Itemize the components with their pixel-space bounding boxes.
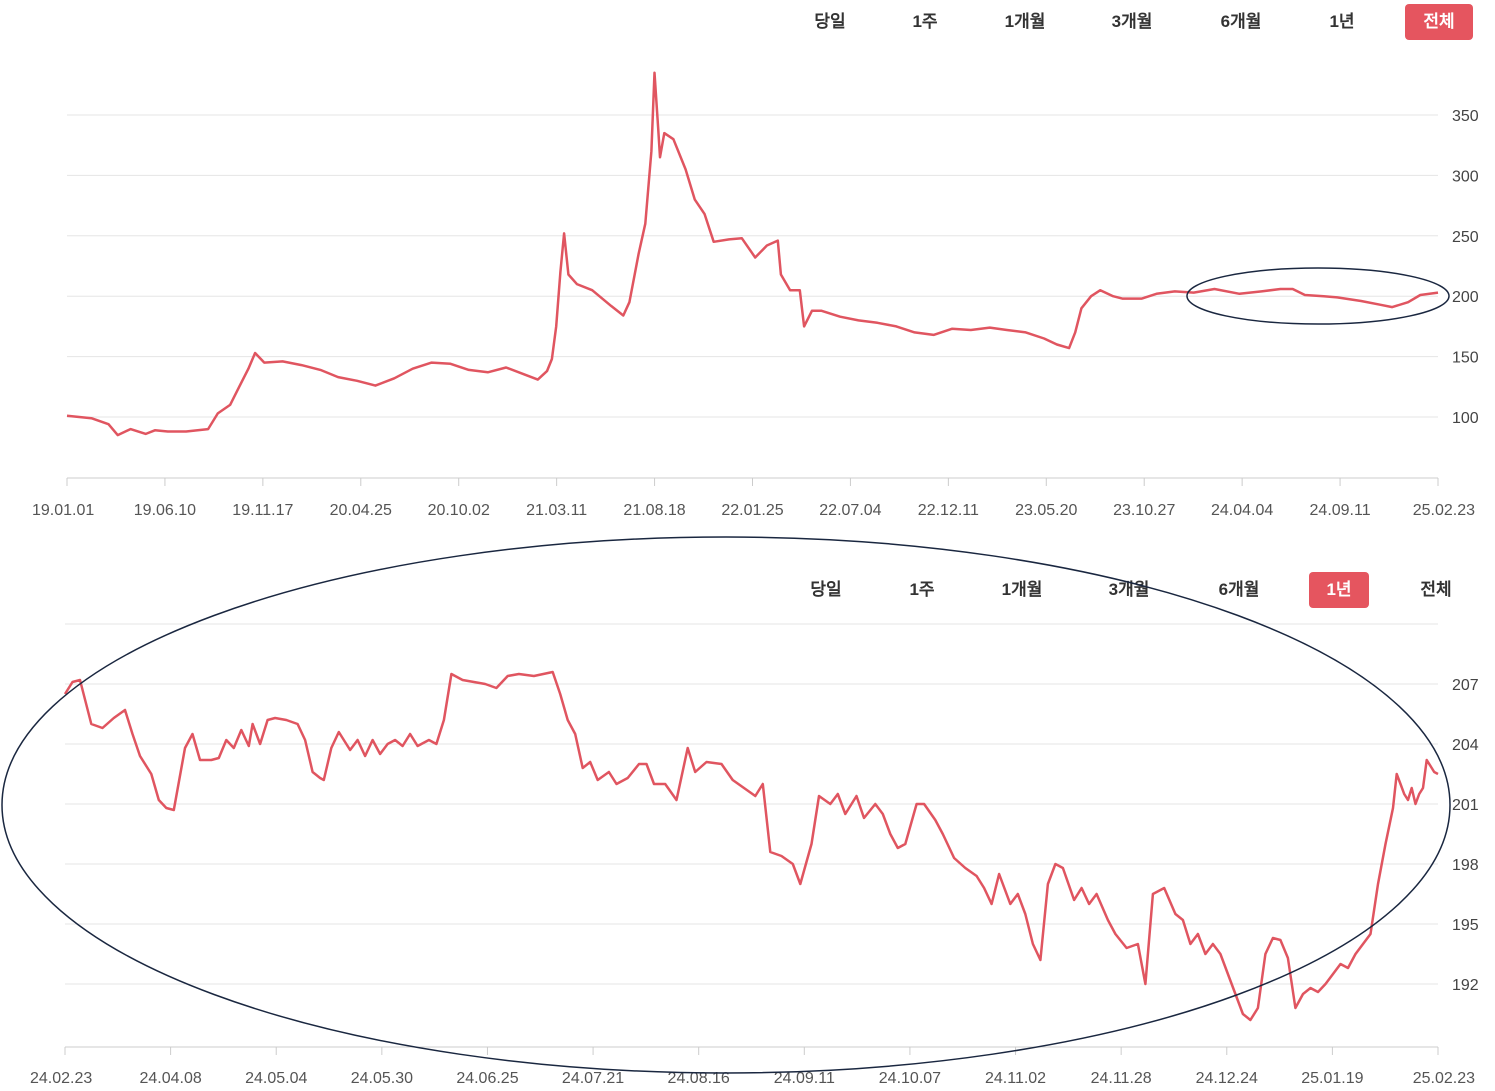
x-tick-label: 24.09.11 xyxy=(1310,502,1371,519)
x-tick-label: 21.03.11 xyxy=(526,502,587,519)
y-tick-label: 204 xyxy=(1452,737,1479,754)
y-tick-label: 192 xyxy=(1452,977,1479,994)
x-tick-label: 23.05.20 xyxy=(1015,502,1077,519)
x-tick-label: 20.04.25 xyxy=(330,502,392,519)
y-tick-label: 300 xyxy=(1452,168,1479,185)
x-tick-label: 24.08.16 xyxy=(668,1070,730,1087)
x-tick-label: 22.01.25 xyxy=(721,502,783,519)
chart-panel-all: 당일 1주 1개월 3개월 6개월 1년 전체 100 150 200 250 300 3… xyxy=(0,0,1495,545)
price-chart-1year: 192 195 198 201 204 207 24.02.23 24.04.08 24.05.… xyxy=(30,623,1479,1087)
y-tick-label: 201 xyxy=(1452,797,1479,814)
x-tick-label: 24.04.08 xyxy=(139,1070,201,1087)
x-tick-label: 19.06.10 xyxy=(134,502,196,519)
x-tick-label: 22.07.04 xyxy=(819,502,881,519)
tab-all[interactable]: 전체 xyxy=(1405,4,1473,40)
tab-1year[interactable]: 1년 xyxy=(1329,12,1355,31)
tab-1month[interactable]: 1개월 xyxy=(1004,12,1046,31)
x-tick-label: 24.06.25 xyxy=(456,1070,518,1087)
x-tick-label: 24.05.04 xyxy=(245,1070,307,1087)
x-tick-label: 24.12.24 xyxy=(1196,1070,1258,1087)
y-tick-label: 100 xyxy=(1452,410,1479,427)
x-tick-label: 24.10.07 xyxy=(879,1070,941,1087)
x-tick-label: 21.08.18 xyxy=(623,502,685,519)
x-tick-label: 24.11.02 xyxy=(985,1070,1046,1087)
x-tick-label: 25.01.19 xyxy=(1301,1070,1363,1087)
x-tick-label: 24.09.11 xyxy=(774,1070,835,1087)
tab-6month[interactable]: 6개월 xyxy=(1220,12,1262,31)
x-tick-label: 24.05.30 xyxy=(351,1070,413,1087)
tab-1week[interactable]: 1주 xyxy=(912,12,938,31)
x-tick-label: 23.10.27 xyxy=(1113,502,1175,519)
x-tick-label: 19.01.01 xyxy=(32,502,94,519)
tab-3month[interactable]: 3개월 xyxy=(1111,12,1153,31)
y-tick-label: 207 xyxy=(1452,677,1479,694)
y-tick-label: 350 xyxy=(1452,108,1479,125)
y-tick-label: 200 xyxy=(1452,289,1479,306)
y-tick-label: 195 xyxy=(1452,917,1479,934)
x-tick-label: 22.12.11 xyxy=(918,502,979,519)
x-tick-label: 24.02.23 xyxy=(30,1070,92,1087)
x-tick-label: 20.10.02 xyxy=(428,502,490,519)
price-series-line xyxy=(63,670,1439,1022)
range-tabs: 당일 1주 1개월 3개월 6개월 1년 전체 xyxy=(0,0,1495,46)
x-tick-label: 19.11.17 xyxy=(232,502,293,519)
x-tick-label: 25.02.23 xyxy=(1413,1070,1475,1087)
price-series-line xyxy=(66,71,1439,437)
x-tick-label: 24.04.04 xyxy=(1211,502,1273,519)
y-tick-label: 198 xyxy=(1452,857,1479,874)
y-tick-label: 150 xyxy=(1452,350,1479,367)
x-tick-label: 24.07.21 xyxy=(562,1070,624,1087)
tab-today[interactable]: 당일 xyxy=(814,12,846,31)
y-tick-label: 250 xyxy=(1452,229,1479,246)
x-tick-label: 25.02.23 xyxy=(1413,502,1475,519)
x-tick-label: 24.11.28 xyxy=(1091,1070,1152,1087)
price-chart-all: 100 150 200 250 300 350 19.01.01 19.06.10 19.11.… xyxy=(32,71,1479,519)
chart-panel-1year: 당일 1주 1개월 3개월 6개월 1년 전체 192 195 198 201 204 2… xyxy=(0,560,1495,1091)
